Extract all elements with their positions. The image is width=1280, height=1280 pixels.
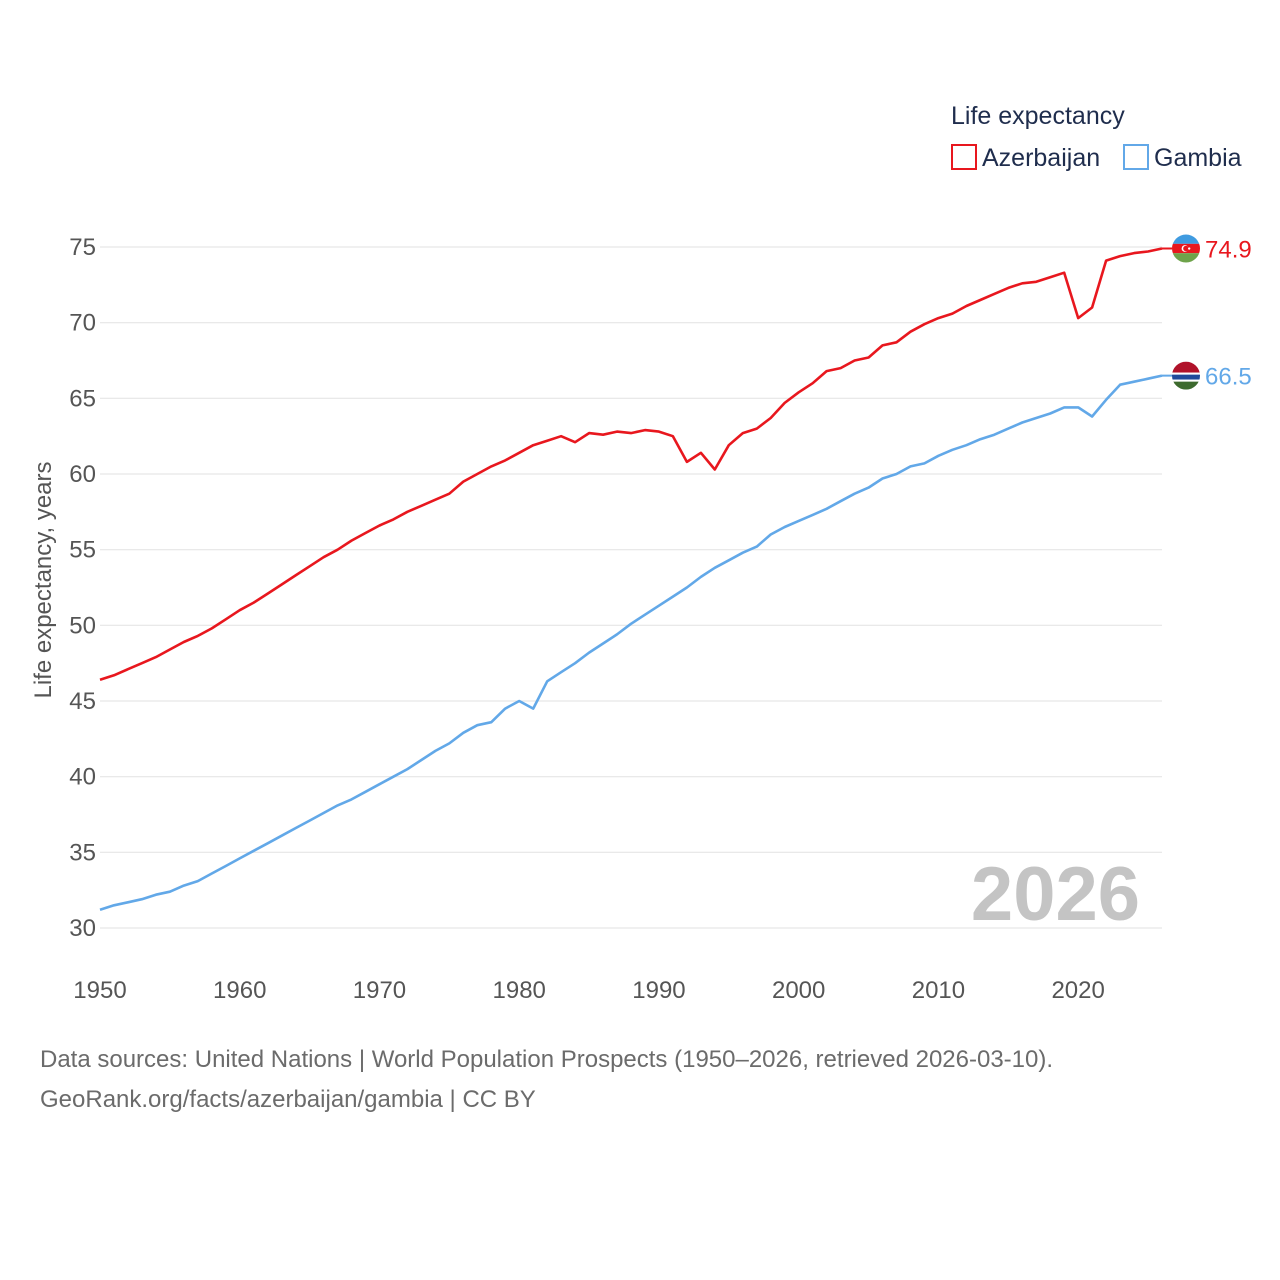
source-line-2: GeoRank.org/facts/azerbaijan/gambia | CC… (40, 1086, 536, 1113)
x-tick-label: 1990 (632, 977, 685, 1004)
y-tick-label: 60 (69, 461, 96, 488)
end-markers: 74.9 66.5 (1162, 234, 1252, 391)
x-tick-label: 2010 (912, 977, 965, 1004)
legend-label-azerbaijan: Azerbaijan (982, 144, 1100, 172)
legend-swatch-gambia (1123, 144, 1149, 170)
year-watermark: 2026 (971, 852, 1140, 937)
y-tick-label: 40 (69, 764, 96, 791)
y-axis-label: Life expectancy, years (30, 461, 57, 698)
x-tick-label: 2000 (772, 977, 825, 1004)
x-tick-label: 1960 (213, 977, 266, 1004)
legend-item-gambia[interactable]: Gambia (1123, 144, 1242, 172)
x-tick-label: 2020 (1051, 977, 1104, 1004)
y-axis-ticks: 30 35 40 45 50 55 60 65 70 75 (69, 234, 96, 942)
gambia-flag-icon (1172, 361, 1200, 390)
y-tick-label: 65 (69, 385, 96, 412)
x-tick-label: 1980 (493, 977, 546, 1004)
end-label-gambia: 66.5 (1205, 364, 1252, 391)
x-tick-label: 1970 (353, 977, 406, 1004)
end-label-azerbaijan: 74.9 (1205, 237, 1252, 264)
legend: Life expectancy Azerbaijan Gambia (951, 102, 1242, 172)
series-line-azerbaijan[interactable] (99, 247, 1163, 682)
x-tick-label: 1950 (73, 977, 126, 1004)
y-tick-label: 45 (69, 688, 96, 715)
y-tick-label: 55 (69, 537, 96, 564)
series-lines (99, 247, 1163, 912)
line-chart: 30 35 40 45 50 55 60 65 70 75 1950 1960 1970 1980 199… (30, 102, 1252, 1004)
y-tick-label: 35 (69, 839, 96, 866)
grid-lines (100, 246, 1162, 929)
azerbaijan-flag-icon (1172, 234, 1200, 263)
legend-swatch-azerbaijan (951, 144, 977, 170)
y-tick-label: 30 (69, 915, 96, 942)
legend-title: Life expectancy (951, 102, 1125, 130)
series-line-gambia[interactable] (99, 374, 1163, 912)
x-axis-ticks: 1950 1960 1970 1980 1990 2000 2010 2020 (73, 977, 1105, 1004)
y-tick-label: 50 (69, 612, 96, 639)
y-tick-label: 75 (69, 234, 96, 261)
legend-item-azerbaijan[interactable]: Azerbaijan (951, 144, 1100, 172)
y-tick-label: 70 (69, 310, 96, 337)
source-line-1: Data sources: United Nations | World Pop… (40, 1046, 1054, 1073)
legend-label-gambia: Gambia (1154, 144, 1242, 172)
